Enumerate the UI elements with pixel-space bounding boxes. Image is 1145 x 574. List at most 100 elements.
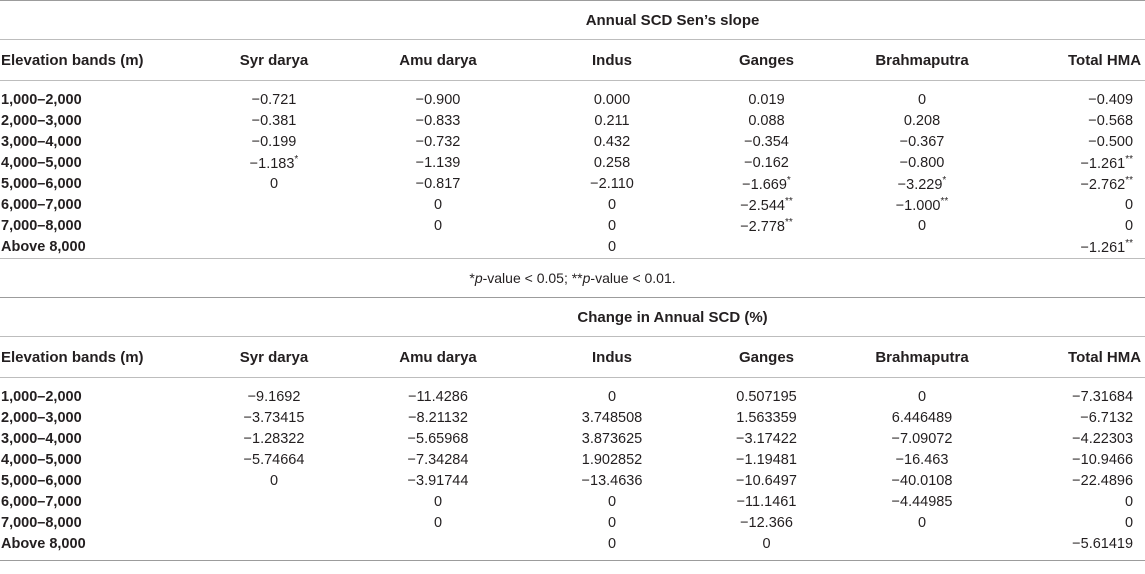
table-cell: 0 bbox=[607, 217, 617, 234]
row-label: Above 8,000 bbox=[1, 536, 86, 552]
table-cell: −1.139 bbox=[415, 154, 461, 171]
table-cell: −5.74664 bbox=[243, 451, 305, 468]
table-cell: 0.019 bbox=[748, 91, 785, 108]
table-cell: −9.1692 bbox=[247, 388, 301, 405]
table-row: Above 8,000 0 0 −5.61419 bbox=[0, 533, 1145, 555]
table-cell: −1.261** bbox=[1080, 238, 1134, 256]
table-cell: 0.432 bbox=[593, 133, 631, 150]
note-text: -value < 0.01. bbox=[590, 270, 676, 286]
table-cell: 3.748508 bbox=[581, 409, 643, 426]
table-cell: 3.873625 bbox=[581, 430, 643, 447]
column-header: Amu darya bbox=[348, 336, 528, 378]
table-row: 6,000–7,000 0 0 −11.1461 −4.44985 0 bbox=[0, 491, 1145, 512]
table-cell: −1.19481 bbox=[736, 451, 797, 468]
column-header: Total HMA bbox=[1007, 336, 1145, 378]
table-cell: −0.721 bbox=[251, 91, 297, 108]
table-cell: 0 bbox=[917, 388, 927, 405]
table-row: 3,000–4,000 −0.199 −0.732 0.432 −0.354 −0.367… bbox=[0, 131, 1145, 152]
table-cell: 0.507195 bbox=[736, 388, 797, 405]
sens-slope-table: Annual SCD Sen’s slope Elevation bands (m… bbox=[0, 0, 1145, 298]
table-cell: −16.463 bbox=[895, 451, 949, 468]
table-cell: −0.199 bbox=[251, 133, 297, 150]
table-cell bbox=[696, 236, 837, 259]
table-cell: 0.088 bbox=[748, 112, 785, 129]
table-cell: −5.65968 bbox=[407, 430, 469, 447]
table-cell: 0.258 bbox=[593, 154, 631, 171]
table-row: 6,000–7,000 0 0 −2.544** −1.000** 0 bbox=[0, 194, 1145, 215]
table-cell: −0.732 bbox=[415, 133, 461, 150]
table-cell: 0.000 bbox=[593, 91, 631, 108]
table-cell: −11.4286 bbox=[408, 388, 468, 405]
table-cell: −2.110 bbox=[590, 175, 634, 192]
column-header: Ganges bbox=[696, 336, 837, 378]
table-cell: 0 bbox=[433, 493, 443, 510]
table-cell: −0.900 bbox=[415, 91, 461, 108]
column-header: Indus bbox=[528, 39, 696, 81]
table-cell: −3.229* bbox=[897, 174, 947, 193]
table-row: 1,000–2,000 −0.721 −0.900 0.000 0.019 0 −0.409 bbox=[0, 89, 1145, 110]
row-label: 3,000–4,000 bbox=[1, 133, 82, 150]
row-label: 4,000–5,000 bbox=[1, 154, 82, 171]
table-cell: 6.446489 bbox=[891, 409, 953, 426]
table-cell: −4.22303 bbox=[1072, 430, 1134, 447]
table-cell: −0.817 bbox=[415, 175, 461, 192]
table-cell: −0.833 bbox=[415, 112, 461, 129]
column-header: Indus bbox=[528, 336, 696, 378]
table-title: Annual SCD Sen’s slope bbox=[200, 0, 1145, 40]
table-cell bbox=[200, 194, 348, 215]
table-cell: −0.367 bbox=[899, 133, 945, 150]
table-cell: −0.800 bbox=[899, 154, 945, 171]
table-cell bbox=[200, 236, 348, 259]
table-cell bbox=[348, 533, 528, 555]
table-cell: −6.7132 bbox=[1080, 409, 1134, 426]
table-cell bbox=[837, 236, 1007, 259]
significance-note: *p-value < 0.05; **p-value < 0.01. bbox=[0, 258, 1145, 298]
table-cell: −11.1461 bbox=[736, 493, 797, 510]
table-row: 5,000–6,000 0 −0.817 −2.110 −1.669* −3.229* −2… bbox=[0, 173, 1145, 194]
table-cell: 0 bbox=[607, 493, 617, 510]
table-cell: −0.409 bbox=[1088, 91, 1134, 108]
table-cell: −7.31684 bbox=[1072, 388, 1134, 405]
table-cell: 0 bbox=[607, 239, 617, 255]
table-cell: −0.500 bbox=[1088, 133, 1134, 150]
column-header: Syr darya bbox=[200, 336, 348, 378]
table-row: 7,000–8,000 0 0 −12.366 0 0 bbox=[0, 512, 1145, 533]
table-cell: −2.762** bbox=[1080, 174, 1134, 193]
table-cell: −22.4896 bbox=[1072, 472, 1134, 489]
column-header: Elevation bands (m) bbox=[0, 336, 200, 378]
row-label: 4,000–5,000 bbox=[1, 451, 82, 468]
table-cell: 0 bbox=[607, 536, 617, 552]
table-cell: −1.28322 bbox=[243, 430, 305, 447]
table-cell: −12.366 bbox=[740, 514, 793, 531]
column-header: Syr darya bbox=[200, 39, 348, 81]
table-cell bbox=[348, 236, 528, 259]
row-label: 7,000–8,000 bbox=[1, 514, 82, 531]
row-label: 1,000–2,000 bbox=[1, 388, 82, 405]
table-cell: −0.381 bbox=[251, 112, 297, 129]
table-row: 3,000–4,000 −1.28322 −5.65968 3.873625 −3.17… bbox=[0, 428, 1145, 449]
header-row: Elevation bands (m) Syr darya Amu darya Ind… bbox=[0, 39, 1145, 81]
table-cell: 0 bbox=[1124, 493, 1134, 510]
table-cell bbox=[837, 533, 1007, 555]
table-cell: −40.0108 bbox=[891, 472, 953, 489]
table-cell: −1.183* bbox=[249, 153, 299, 172]
table-cell: 0 bbox=[917, 514, 927, 531]
header-row: Elevation bands (m) Syr darya Amu darya Ind… bbox=[0, 336, 1145, 378]
table-title-row: Change in Annual SCD (%) bbox=[0, 298, 1145, 337]
table-row: 4,000–5,000 −5.74664 −7.34284 1.902852 −1.19… bbox=[0, 449, 1145, 470]
table-cell: −1.669* bbox=[742, 174, 791, 193]
table-cell: −0.162 bbox=[744, 154, 789, 171]
column-header: Amu darya bbox=[348, 39, 528, 81]
table-cell: −10.9466 bbox=[1072, 451, 1134, 468]
table-cell: 0 bbox=[607, 388, 617, 405]
column-header: Elevation bands (m) bbox=[0, 39, 200, 81]
scd-change-table: Change in Annual SCD (%) Elevation bands … bbox=[0, 298, 1145, 561]
table-cell bbox=[200, 491, 348, 512]
table-cell: 0 bbox=[762, 536, 771, 552]
table-cell: 0.208 bbox=[903, 112, 941, 129]
table-title: Change in Annual SCD (%) bbox=[200, 298, 1145, 337]
table-cell bbox=[200, 533, 348, 555]
table-title-row: Annual SCD Sen’s slope bbox=[0, 0, 1145, 40]
column-header: Ganges bbox=[696, 39, 837, 81]
